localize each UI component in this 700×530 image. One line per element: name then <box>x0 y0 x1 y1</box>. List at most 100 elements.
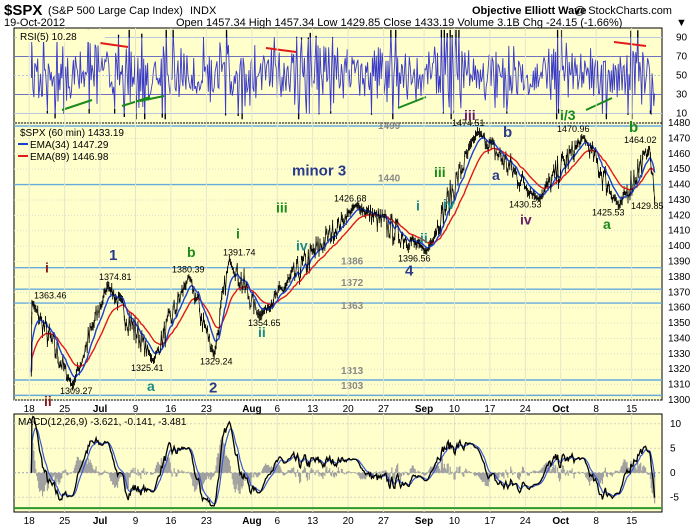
price-tick: 1370 <box>668 287 691 298</box>
watermark: Objective Elliott Wave <box>472 5 587 17</box>
price-label: 1430.53 <box>509 200 542 210</box>
wave-label: a <box>603 216 611 232</box>
down-arrow-icon: ▼ <box>676 17 687 29</box>
wave-label: b <box>629 119 638 136</box>
price-tick: 1470 <box>668 133 691 144</box>
macd-label-text: MACD(12,26,9) -3.621, -0.141, -3.481 <box>18 417 187 428</box>
x-tick-label: Oct <box>552 404 569 415</box>
x-tick-label: 8 <box>593 404 599 415</box>
macd-line <box>30 415 656 507</box>
price-label: 1425.53 <box>592 207 625 217</box>
level-label: 1313 <box>341 366 364 377</box>
wave-label: iii <box>434 164 446 180</box>
price-tick: 1460 <box>668 149 691 160</box>
symbol: $SPX <box>4 2 42 19</box>
wave-label: ii <box>44 393 52 409</box>
rsi-tick: 90 <box>676 33 688 44</box>
rsi-label-text: RSI(5) 10.28 <box>20 32 77 43</box>
x-tick-label: 27 <box>378 516 390 527</box>
level-label: 1440 <box>378 173 401 184</box>
x-tick-label: 25 <box>59 404 71 415</box>
price-label: 1470.96 <box>557 124 590 134</box>
x-tick-label: 17 <box>484 404 496 415</box>
price-tick: 1330 <box>668 349 691 360</box>
quote-line: Open 1457.34 High 1457.34 Low 1429.85 Cl… <box>176 17 622 29</box>
x-tick-label: 6 <box>274 404 280 415</box>
wave-label: iv <box>296 238 308 254</box>
x-tick-label: 23 <box>201 404 213 415</box>
level-label: 1363 <box>341 301 364 312</box>
x-tick-label: 18 <box>24 516 36 527</box>
credit: @ StockCharts.com <box>574 5 672 17</box>
rsi-tick: 50 <box>676 71 688 82</box>
price-tick: 1380 <box>668 272 691 283</box>
x-tick-label: 27 <box>378 404 390 415</box>
description: (S&P 500 Large Cap Index) <box>48 5 183 17</box>
wave-label: i <box>236 225 240 241</box>
exchange: INDX <box>190 5 217 17</box>
price-tick: 1310 <box>668 380 691 391</box>
price-tick: 1430 <box>668 195 691 206</box>
price-line <box>30 130 655 387</box>
price-label: 1363.46 <box>34 290 67 300</box>
price-label: 1354.65 <box>248 318 281 328</box>
level-label: 1303 <box>341 381 364 392</box>
price-tick: 1450 <box>668 164 691 175</box>
macd-tick: 5 <box>670 443 676 454</box>
x-tick-label: 25 <box>59 516 71 527</box>
x-tick-label: 16 <box>165 404 177 415</box>
price-label: 1309.27 <box>60 386 93 396</box>
wave-label: iii <box>464 107 476 123</box>
rsi-divergence-line <box>397 96 427 109</box>
wave-label: b <box>503 124 512 141</box>
wave-label: iv <box>443 196 455 212</box>
price-tick: 1340 <box>668 333 691 344</box>
wave-label: i/3 <box>560 107 576 123</box>
macd-tick: 10 <box>670 419 682 430</box>
x-tick-label: 24 <box>520 404 532 415</box>
x-tick-label: Aug <box>242 516 261 527</box>
price-label: 1426.68 <box>334 193 367 203</box>
x-tick-label: 15 <box>626 516 638 527</box>
rsi-divergence-line <box>585 97 613 111</box>
price-label: 1474.51 <box>452 118 485 128</box>
x-tick-label: 16 <box>165 516 177 527</box>
x-tick-label: Jul <box>93 404 108 415</box>
rsi-tick: 30 <box>676 90 688 101</box>
rsi-tick: 70 <box>676 52 688 63</box>
x-tick-label: 9 <box>133 516 139 527</box>
x-tick-label: 17 <box>484 516 496 527</box>
price-label: 1391.74 <box>223 247 256 257</box>
x-tick-label: 24 <box>520 516 532 527</box>
price-tick: 1350 <box>668 318 691 329</box>
price-tick: 1400 <box>668 241 691 252</box>
rsi-divergence-line <box>99 42 129 48</box>
price-tick: 1420 <box>668 210 691 221</box>
wave-label: ii <box>258 324 266 340</box>
macd-tick: 0 <box>670 468 676 479</box>
x-tick-label: 20 <box>343 404 355 415</box>
x-tick-label: Oct <box>552 516 569 527</box>
price-label: 1374.81 <box>99 272 132 282</box>
wave-label: 1 <box>109 247 117 264</box>
chart-header: $SPX (S&P 500 Large Cap Index) INDX 19-O… <box>4 2 687 29</box>
x-tick-label: 8 <box>593 516 599 527</box>
wave-label: i <box>45 259 49 275</box>
x-tick-label: Sep <box>415 404 433 415</box>
wave-label: b <box>187 244 196 260</box>
x-tick-label: 15 <box>626 404 638 415</box>
wave-label: iii <box>276 199 288 215</box>
wave-label: a <box>147 378 155 394</box>
level-label: 1386 <box>341 257 364 268</box>
x-tick-label: 9 <box>133 404 139 415</box>
rsi-divergence-line <box>61 99 93 111</box>
price-tick: 1480 <box>668 118 691 129</box>
price-tick: 1410 <box>668 226 691 237</box>
wave-label: i <box>416 198 420 214</box>
rsi-divergence-line <box>139 95 165 102</box>
price-legend: $SPX (60 min) 1433.19 EMA(34) 1447.29 EM… <box>18 128 124 163</box>
price-label: 1329.24 <box>200 357 233 367</box>
price-tick: 1320 <box>668 364 691 375</box>
rsi-divergence-line <box>265 47 297 53</box>
